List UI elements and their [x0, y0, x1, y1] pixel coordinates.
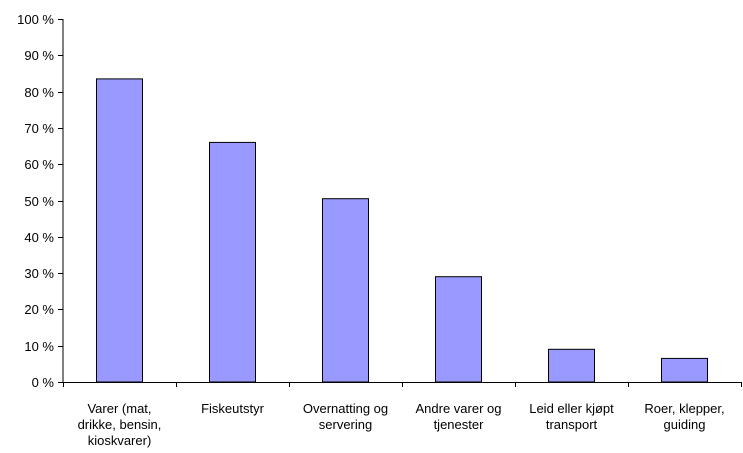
bar [435, 276, 482, 383]
bar [209, 141, 256, 383]
x-axis [63, 382, 742, 387]
y-tick-label: 70 % [24, 121, 54, 136]
y-tick-label: 90 % [24, 48, 54, 63]
y-tick-label: 10 % [24, 339, 54, 354]
y-axis: 0 % 10 % 20 % 30 % 40 % 50 % 60 % 70 % 80 % 90 % 1… [17, 12, 64, 390]
y-tick-label: 30 % [24, 266, 54, 281]
bar [548, 348, 595, 383]
bar [661, 357, 708, 383]
x-tick-label: Andre varer og tjenester [416, 401, 502, 432]
y-tick-label: 50 % [24, 194, 54, 209]
bar [96, 78, 143, 383]
y-tick-label: 80 % [24, 85, 54, 100]
category-labels: Varer (mat, drikke, bensin, kioskvarer) Fis… [78, 401, 725, 448]
bar [322, 198, 369, 383]
y-tick-label: 100 % [17, 12, 54, 27]
bars [96, 78, 708, 383]
x-tick-label: Roer, klepper, guiding [644, 401, 724, 432]
x-tick-label: Fiskeutstyr [201, 401, 265, 416]
y-tick-label: 0 % [32, 375, 55, 390]
y-tick-label: 40 % [24, 230, 54, 245]
x-tick-label: Overnatting og servering [303, 401, 388, 432]
y-tick-label: 20 % [24, 302, 54, 317]
y-tick-label: 60 % [24, 157, 54, 172]
x-tick-label: Leid eller kjøpt transport [529, 401, 614, 432]
x-tick-label: Varer (mat, drikke, bensin, kioskvarer) [78, 401, 162, 448]
